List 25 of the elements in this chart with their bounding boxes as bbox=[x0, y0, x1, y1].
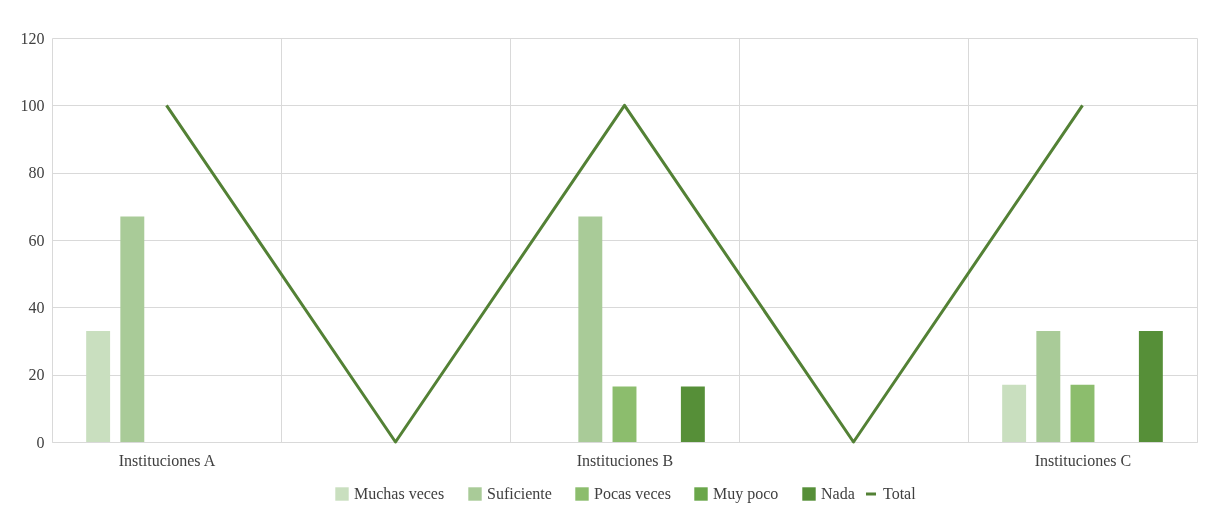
y-tick-label: 0 bbox=[36, 433, 45, 451]
bar bbox=[1002, 384, 1027, 442]
legend-label: Suficiente bbox=[487, 485, 552, 502]
bar bbox=[578, 216, 603, 442]
bar bbox=[1036, 330, 1061, 442]
y-tick-label: 60 bbox=[28, 231, 45, 249]
legend-label: Total bbox=[883, 485, 917, 502]
legend-label: Muy poco bbox=[713, 485, 779, 503]
y-tick-label: 40 bbox=[28, 298, 45, 316]
legend-label: Nada bbox=[821, 485, 855, 502]
bar bbox=[86, 330, 111, 442]
x-tick-label: Instituciones B bbox=[576, 451, 674, 469]
y-tick-label: 120 bbox=[20, 29, 45, 47]
bar bbox=[1138, 330, 1163, 442]
legend-label: Muchas veces bbox=[354, 485, 445, 502]
bar bbox=[1070, 384, 1095, 442]
bar bbox=[680, 386, 705, 442]
y-tick-label: 80 bbox=[28, 164, 45, 182]
x-tick-label: Instituciones A bbox=[118, 451, 216, 469]
y-tick-label: 100 bbox=[20, 96, 45, 114]
legend-label: Pocas veces bbox=[594, 485, 671, 502]
bar bbox=[612, 386, 637, 442]
bar bbox=[120, 216, 145, 442]
x-tick-label: Instituciones C bbox=[1034, 451, 1132, 469]
y-tick-label: 20 bbox=[28, 366, 45, 384]
